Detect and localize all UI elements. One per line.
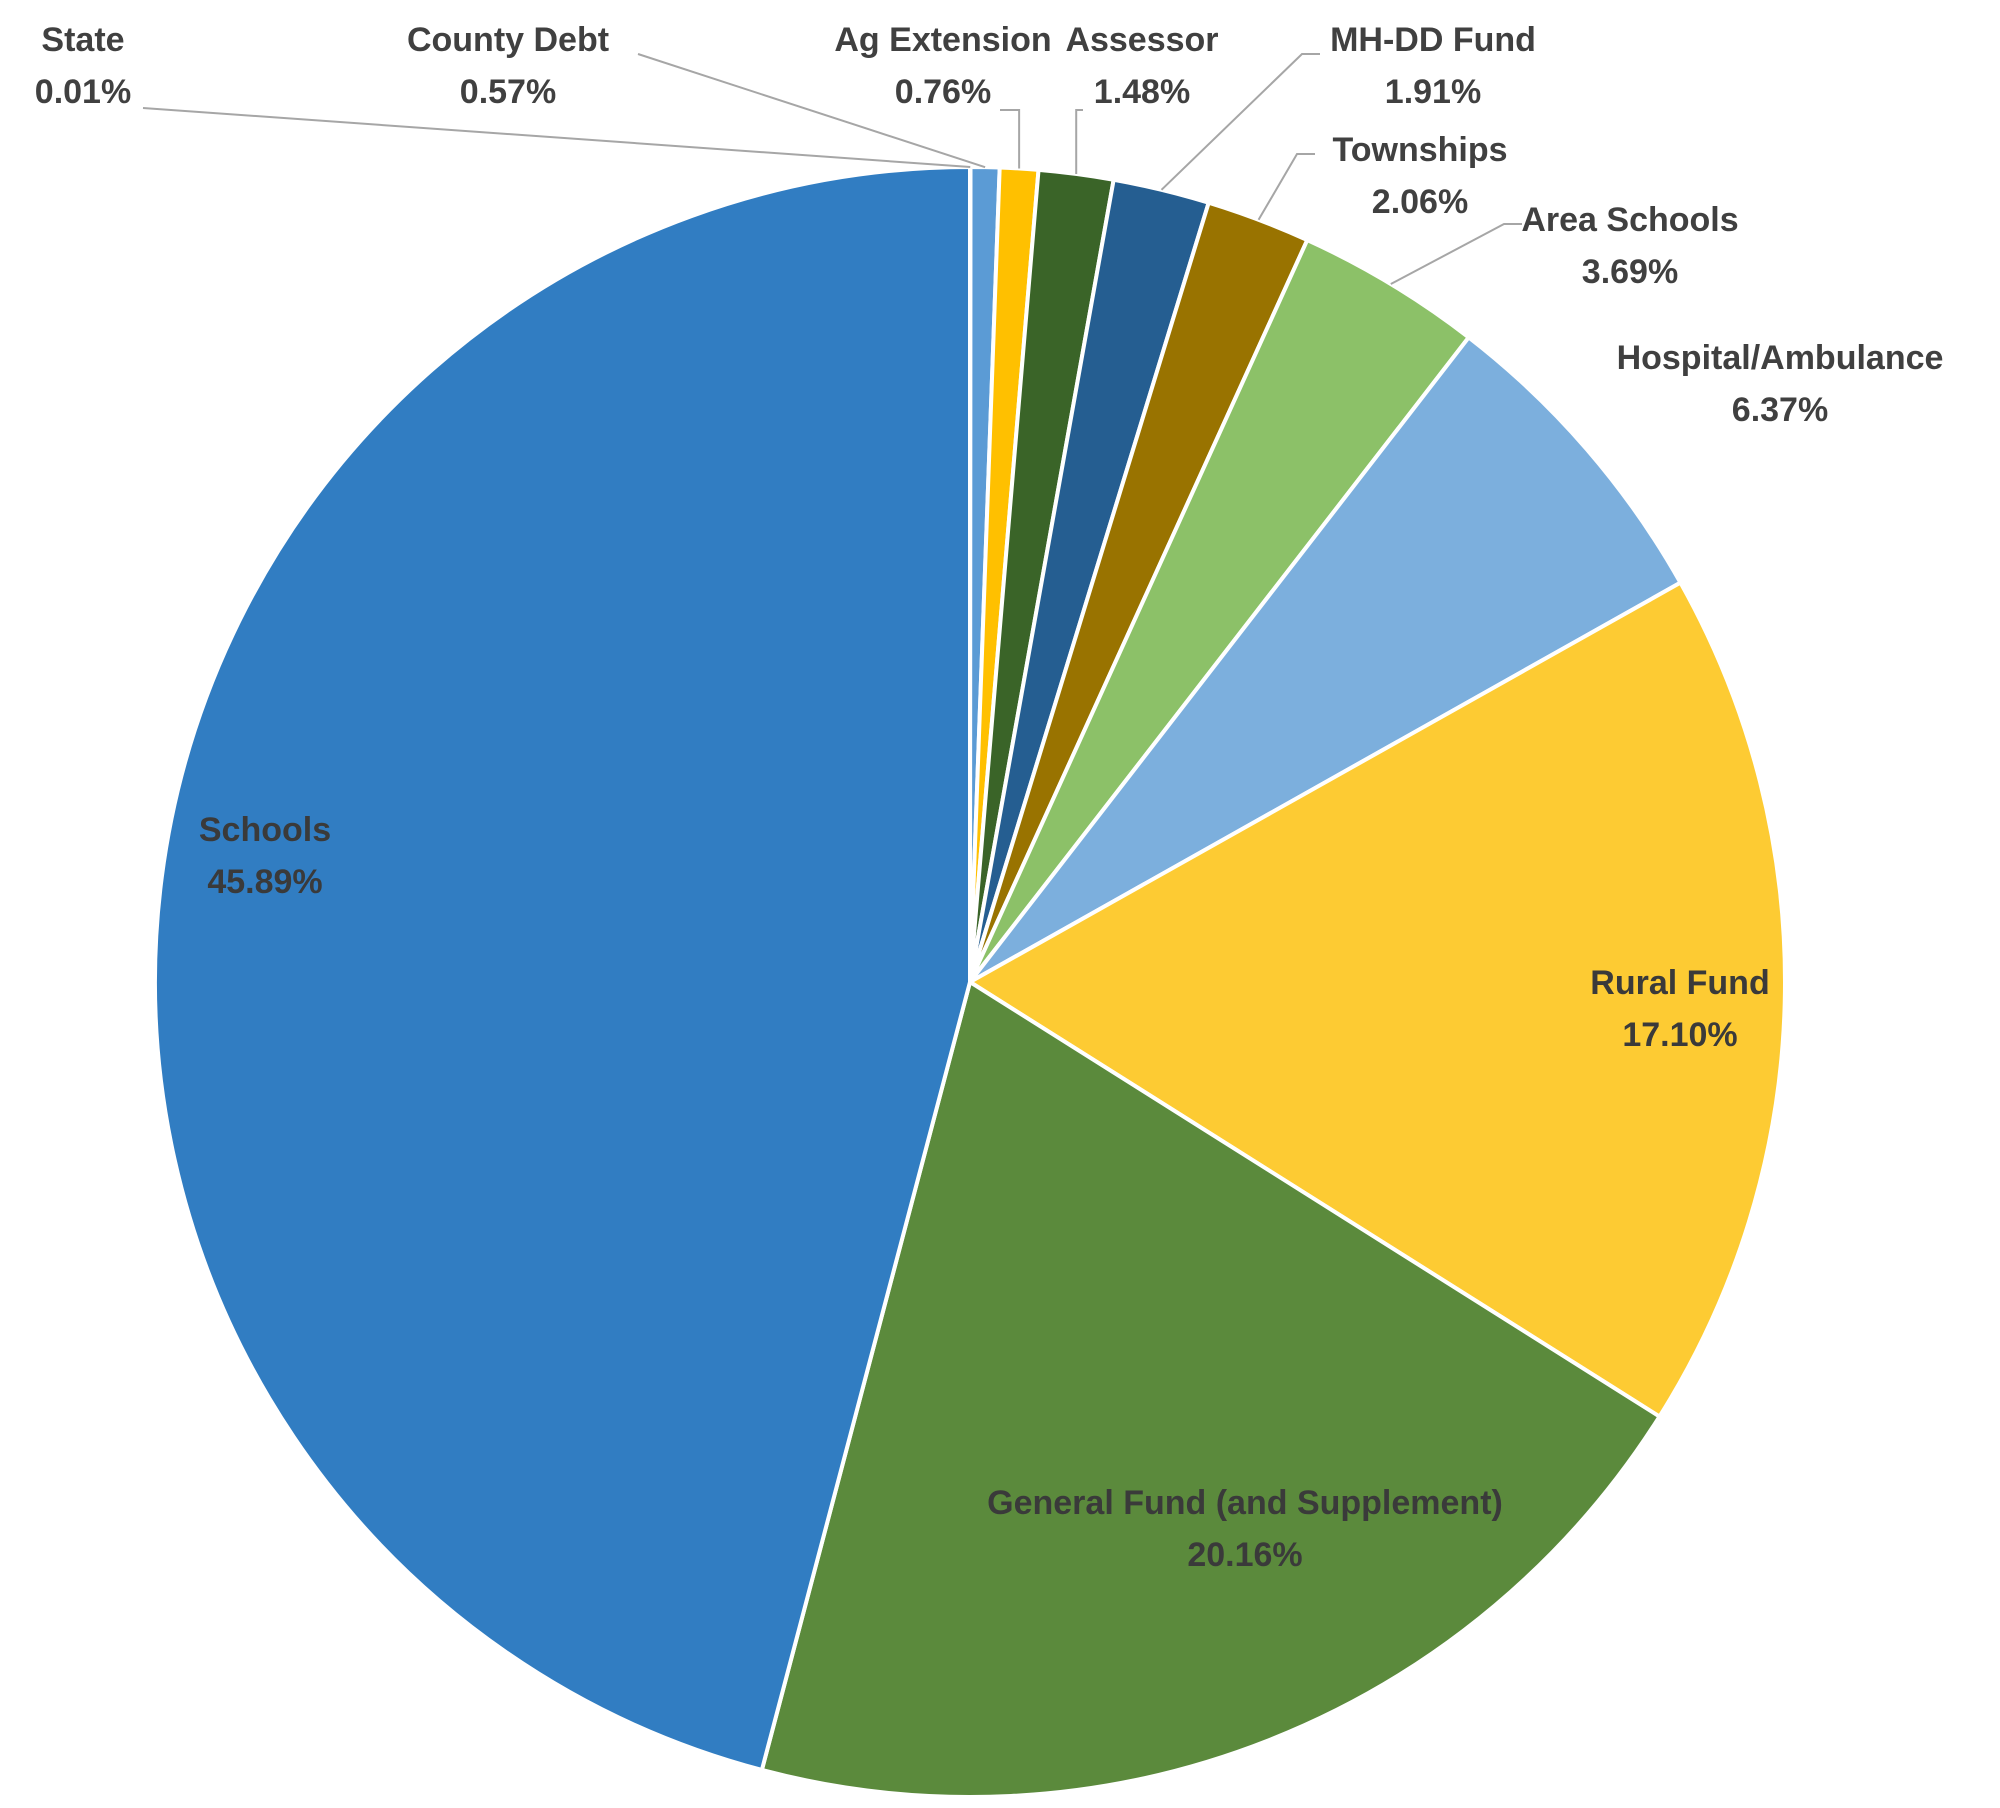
leader-line-mh-dd-fund <box>1160 53 1320 191</box>
slice-label-value: 1.48% <box>1094 73 1190 111</box>
slice-label-name: Rural Fund <box>1590 964 1769 1002</box>
data-labels: State 0.01% County Debt 0.57% Ag Extension 0.… <box>35 21 1944 1574</box>
data-label-area-schools: Area Schools 3.69% <box>1521 201 1738 291</box>
label-leader-lines <box>142 53 1522 285</box>
slice-label-value: 0.01% <box>35 73 131 111</box>
slice-label-value: 0.76% <box>895 73 991 111</box>
slice-label-name: Schools <box>199 811 331 849</box>
data-label-assessor: Assessor 1.48% <box>1065 21 1218 111</box>
slice-label-name: Townships <box>1332 131 1507 169</box>
leader-line-area-schools <box>1390 223 1522 285</box>
leader-line-state <box>142 107 971 168</box>
data-label-mh-dd-fund: MH-DD Fund 1.91% <box>1330 21 1536 111</box>
slice-label-name: MH-DD Fund <box>1330 21 1536 59</box>
slice-label-value: 0.57% <box>460 73 556 111</box>
data-label-ag-extension: Ag Extension 0.76% <box>834 21 1051 111</box>
data-label-general-fund-and-supplement: General Fund (and Supplement) 20.16% <box>987 1484 1503 1574</box>
slice-label-value: 2.06% <box>1372 183 1468 221</box>
slice-label-value: 45.89% <box>207 863 322 901</box>
slice-label-name: Area Schools <box>1521 201 1738 239</box>
data-label-hospital-ambulance: Hospital/Ambulance 6.37% <box>1617 339 1944 429</box>
pie-slices <box>152 164 1787 1800</box>
leader-line-ag-extension <box>1000 109 1021 169</box>
leader-line-townships <box>1257 153 1315 221</box>
slice-label-value: 17.10% <box>1622 1016 1737 1054</box>
slice-label-name: General Fund (and Supplement) <box>987 1484 1503 1522</box>
pie-slice-general-fund-and-supplement <box>759 980 1662 1800</box>
slice-label-value: 1.91% <box>1385 73 1481 111</box>
data-label-county-debt: County Debt 0.57% <box>407 21 609 111</box>
pie-slice-rural-fund <box>968 580 1787 1419</box>
slice-label-name: County Debt <box>407 21 609 59</box>
data-label-rural-fund: Rural Fund 17.10% <box>1590 964 1769 1054</box>
data-label-townships: Townships 2.06% <box>1332 131 1507 221</box>
pie-slice-hospital-ambulance <box>968 335 1683 984</box>
slice-label-value: 6.37% <box>1732 391 1828 429</box>
pie-slice-schools <box>152 165 972 1772</box>
slice-label-name: Assessor <box>1065 21 1218 59</box>
slice-label-value: 3.69% <box>1582 253 1678 291</box>
slice-label-value: 20.16% <box>1187 1536 1302 1574</box>
leader-line-assessor <box>1075 109 1083 174</box>
slice-label-name: Hospital/Ambulance <box>1617 339 1944 377</box>
leader-line-county-debt <box>637 53 986 169</box>
slice-label-name: Ag Extension <box>834 21 1051 59</box>
data-label-state: State 0.01% <box>35 21 131 111</box>
data-label-schools: Schools 45.89% <box>199 811 331 901</box>
slice-label-name: State <box>41 21 124 59</box>
